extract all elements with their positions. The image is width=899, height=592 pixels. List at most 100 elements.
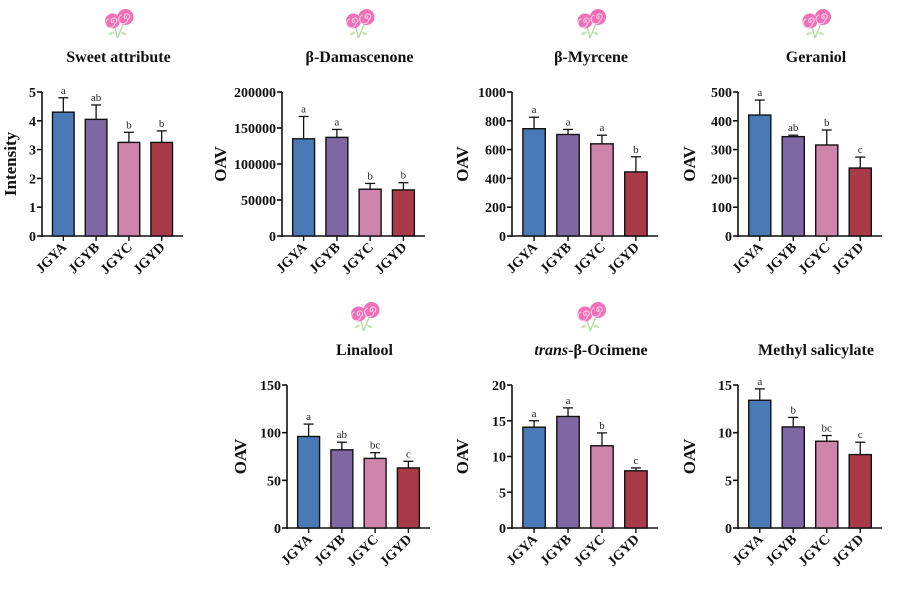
chart-title: Sweet attribute xyxy=(66,49,170,66)
lollipop-leaf xyxy=(366,324,373,329)
bar xyxy=(624,171,648,237)
bar xyxy=(848,453,872,529)
significance-label: a xyxy=(757,87,762,99)
y-tick-label: 5 xyxy=(725,474,732,489)
significance-label: ab xyxy=(337,429,348,441)
bar xyxy=(84,118,108,237)
y-tick-label: 10 xyxy=(492,451,506,466)
lollipop-leaf xyxy=(806,31,812,36)
lollipop-leaf xyxy=(818,31,824,36)
x-tick-label: JGYB xyxy=(763,240,800,277)
y-tick-label: 400 xyxy=(485,172,506,187)
significance-label: b xyxy=(791,404,797,416)
bar xyxy=(590,445,614,529)
lollipop-candy xyxy=(358,9,375,25)
x-tick-label: JGYC xyxy=(344,532,382,570)
bar xyxy=(814,440,839,529)
lollipop-candy xyxy=(815,9,831,25)
x-tick-label: JGYB xyxy=(307,240,344,277)
lollipop-icon xyxy=(577,9,606,39)
x-tick-label: JGYA xyxy=(730,240,767,277)
significance-label: a xyxy=(566,395,571,407)
y-tick-label: 600 xyxy=(485,144,506,159)
y-tick-label: 200 xyxy=(485,201,506,216)
lollipop-swirl xyxy=(815,13,828,25)
x-tick-label: JGYD xyxy=(131,240,169,278)
bar xyxy=(51,111,75,237)
y-tick-label: 500 xyxy=(711,86,732,101)
chart-title: β-Myrcene xyxy=(554,49,628,66)
significance-label: a xyxy=(600,122,605,134)
y-axis-label: Intensity xyxy=(1,131,20,196)
x-tick-label: JGYC xyxy=(571,240,609,278)
bar xyxy=(296,435,321,529)
bar xyxy=(522,426,546,529)
y-tick-label: 100 xyxy=(711,201,732,216)
lollipop-swirl xyxy=(346,17,359,29)
y-tick-label: 0 xyxy=(269,230,276,245)
significance-label: ab xyxy=(91,92,102,104)
lollipop-swirl xyxy=(364,306,377,318)
chart-title-text: Linalool xyxy=(336,342,393,359)
lollipop-icon xyxy=(105,9,134,39)
chart-title: Geraniol xyxy=(786,49,847,66)
significance-label: c xyxy=(858,429,863,441)
y-tick-label: 10 xyxy=(718,427,732,442)
chart-title: Methyl salicylate xyxy=(758,342,874,359)
y-tick-label: 4 xyxy=(29,115,36,130)
significance-label: b xyxy=(599,420,605,432)
x-tick-label: JGYD xyxy=(605,532,643,570)
lollipop-leaf xyxy=(108,31,115,36)
chart-title: trans-β-Ocimene xyxy=(534,342,647,359)
x-tick-label: JGYB xyxy=(66,240,103,277)
y-tick-label: 1 xyxy=(29,201,36,216)
x-tick-label: JGYA xyxy=(274,240,311,277)
chart-panel: Methyl salicylate 0 5 10 15 OAV a JGYA b JGYB bc JG… xyxy=(680,342,882,570)
bar xyxy=(748,399,772,529)
bar xyxy=(814,144,839,237)
lollipop-candy xyxy=(346,13,361,29)
bar xyxy=(330,449,354,529)
lollipop-candy xyxy=(577,13,593,29)
x-tick-label: JGYA xyxy=(730,532,767,569)
lollipop-swirl xyxy=(577,310,590,322)
bar xyxy=(748,114,772,237)
lollipop-swirl xyxy=(118,13,131,25)
significance-label: a xyxy=(532,104,537,116)
y-tick-label: 5 xyxy=(29,86,36,101)
lollipop-candy xyxy=(351,306,366,322)
y-axis-label: OAV xyxy=(231,438,250,474)
y-tick-label: 15 xyxy=(718,379,732,394)
significance-label: a xyxy=(61,85,66,97)
lollipop-icon xyxy=(351,302,380,332)
lollipop-candy xyxy=(363,302,380,318)
significance-label: bc xyxy=(370,440,381,452)
y-tick-label: 150 xyxy=(260,379,281,394)
lollipop-swirl xyxy=(577,17,590,29)
x-tick-label: JGYA xyxy=(33,240,70,277)
lollipop-leaf xyxy=(354,324,361,329)
x-tick-label: JGYC xyxy=(98,240,136,278)
lollipop-swirl xyxy=(590,13,603,25)
chart-title-italic: trans xyxy=(534,342,568,359)
bar xyxy=(781,426,806,529)
significance-label: a xyxy=(532,408,537,420)
y-axis-label: OAV xyxy=(211,145,230,181)
lollipop-swirl xyxy=(105,17,118,29)
x-tick-label: JGYD xyxy=(829,240,867,278)
x-tick-label: JGYD xyxy=(829,532,867,570)
y-tick-label: 50 xyxy=(267,474,281,489)
bar xyxy=(363,457,387,529)
y-tick-label: 0 xyxy=(499,522,506,537)
y-tick-label: 400 xyxy=(711,115,732,130)
chart-panel: Sweet attribute 0 1 2 3 4 5 Intensity a JGYA ab JGY… xyxy=(1,9,183,278)
bar xyxy=(117,141,141,237)
significance-label: a xyxy=(334,116,339,128)
lollipop-candy xyxy=(802,13,818,29)
x-tick-label: JGYC xyxy=(571,532,609,570)
y-tick-label: 100000 xyxy=(234,158,276,173)
lollipop-candy xyxy=(577,306,593,322)
significance-label: b xyxy=(367,170,373,182)
lollipop-candy xyxy=(117,9,134,25)
